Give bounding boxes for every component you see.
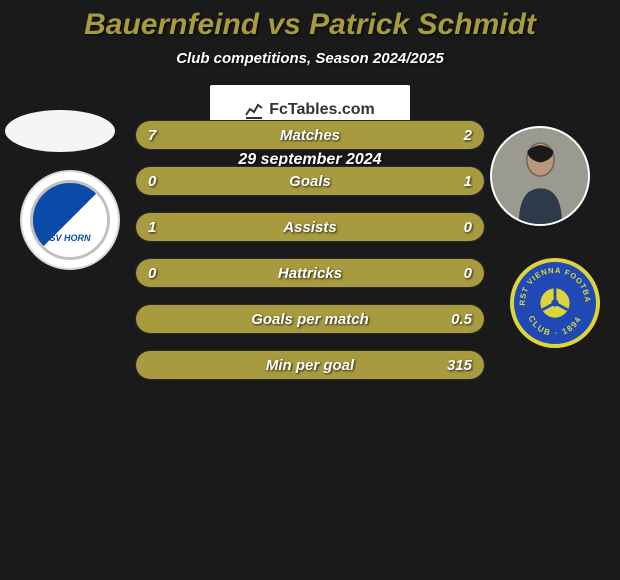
stat-row: 0.5Goals per match [135, 304, 485, 334]
stat-label: Goals [136, 167, 484, 196]
sv-horn-badge-icon [30, 180, 110, 260]
stat-label: Min per goal [136, 351, 484, 380]
club-badge-right: FIRST VIENNA FOOTBALL CLUB · 1894 [510, 258, 600, 348]
stat-row: 01Goals [135, 166, 485, 196]
page-title: Bauernfeind vs Patrick Schmidt [0, 0, 620, 42]
player-right-photo [490, 126, 590, 226]
stat-label: Hattricks [136, 259, 484, 288]
club-badge-left [20, 170, 120, 270]
stat-row: 72Matches [135, 120, 485, 150]
player-silhouette-icon [492, 128, 588, 224]
stat-label: Goals per match [136, 305, 484, 334]
player-left-photo-placeholder [5, 110, 115, 152]
stat-row: 10Assists [135, 212, 485, 242]
first-vienna-badge-icon: FIRST VIENNA FOOTBALL CLUB · 1894 [514, 262, 596, 344]
stats-panel: 72Matches 01Goals 10Assists 00Hattricks 0.5G… [135, 120, 485, 396]
svg-text:FIRST VIENNA FOOTBALL: FIRST VIENNA FOOTBALL [514, 258, 592, 306]
stat-row: 00Hattricks [135, 258, 485, 288]
stat-label: Assists [136, 213, 484, 242]
watermark-text: FcTables.com [269, 101, 375, 119]
stat-row: 315Min per goal [135, 350, 485, 380]
chart-icon [245, 101, 263, 119]
subtitle: Club competitions, Season 2024/2025 [0, 50, 620, 67]
svg-text:CLUB · 1894: CLUB · 1894 [527, 314, 584, 338]
stat-label: Matches [136, 121, 484, 150]
